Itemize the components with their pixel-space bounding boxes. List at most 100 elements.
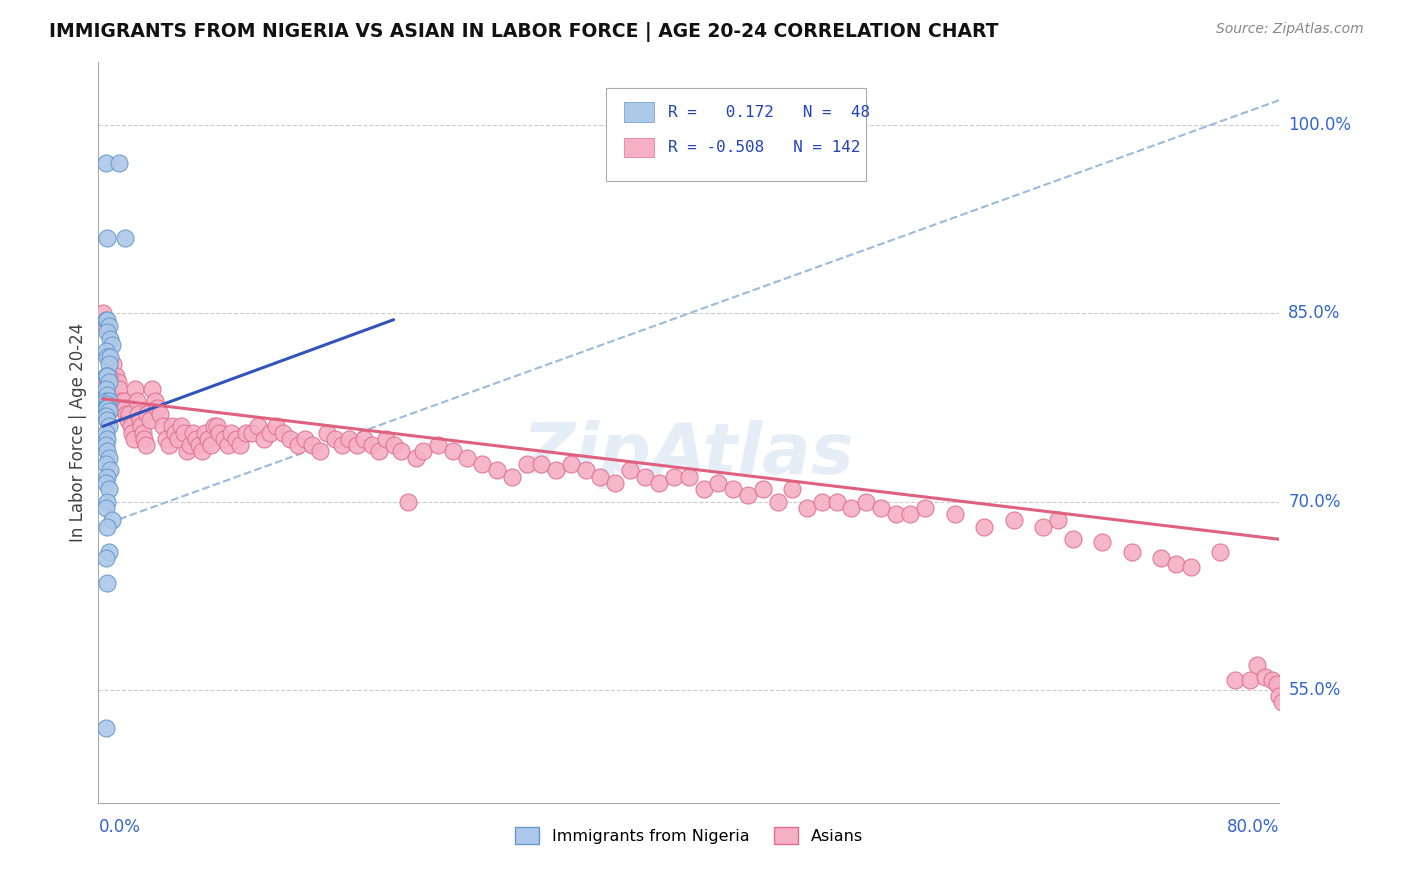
- Point: [782, 482, 804, 496]
- Text: 80.0%: 80.0%: [1227, 818, 1279, 836]
- Point: [108, 156, 131, 170]
- Point: [94, 318, 117, 333]
- Point: [723, 482, 745, 496]
- Text: IMMIGRANTS FROM NIGERIA VS ASIAN IN LABOR FORCE | AGE 20-24 CORRELATION CHART: IMMIGRANTS FROM NIGERIA VS ASIAN IN LABO…: [49, 22, 998, 42]
- Point: [125, 394, 148, 409]
- Point: [546, 463, 568, 477]
- Point: [619, 463, 641, 477]
- Point: [294, 432, 316, 446]
- Point: [97, 351, 120, 365]
- Point: [118, 407, 141, 421]
- Point: [128, 413, 150, 427]
- Point: [441, 444, 464, 458]
- Point: [225, 432, 247, 446]
- Y-axis label: In Labor Force | Age 20-24: In Labor Force | Age 20-24: [69, 323, 87, 542]
- Point: [97, 357, 120, 371]
- Point: [217, 438, 239, 452]
- Point: [664, 469, 686, 483]
- Point: [94, 500, 117, 515]
- Point: [134, 432, 156, 446]
- Point: [235, 425, 257, 440]
- Point: [200, 438, 222, 452]
- Point: [97, 376, 120, 390]
- Point: [1265, 676, 1288, 690]
- Point: [94, 156, 117, 170]
- Point: [825, 494, 848, 508]
- Point: [1239, 673, 1261, 687]
- Point: [117, 413, 139, 427]
- Point: [707, 475, 730, 490]
- Point: [1062, 533, 1084, 547]
- Point: [96, 388, 118, 402]
- Point: [914, 500, 936, 515]
- Point: [648, 475, 671, 490]
- Point: [114, 231, 136, 245]
- Point: [1271, 695, 1294, 709]
- Point: [97, 376, 120, 390]
- Point: [98, 388, 121, 402]
- Point: [97, 394, 120, 409]
- Point: [97, 450, 120, 465]
- Point: [766, 494, 789, 508]
- Point: [796, 500, 818, 515]
- Point: [486, 463, 509, 477]
- FancyBboxPatch shape: [624, 103, 654, 121]
- Point: [139, 413, 162, 427]
- Point: [501, 469, 523, 483]
- Point: [100, 338, 122, 352]
- Text: 0.0%: 0.0%: [98, 818, 141, 836]
- Point: [96, 444, 118, 458]
- Point: [170, 419, 193, 434]
- Point: [124, 382, 146, 396]
- Point: [339, 432, 361, 446]
- Text: 100.0%: 100.0%: [1288, 116, 1351, 134]
- Point: [309, 444, 332, 458]
- Point: [110, 394, 132, 409]
- Point: [96, 520, 118, 534]
- Point: [94, 382, 117, 396]
- Point: [94, 457, 117, 471]
- Point: [97, 419, 120, 434]
- Point: [94, 344, 117, 359]
- Point: [560, 457, 582, 471]
- Text: ZipAtlas: ZipAtlas: [523, 420, 855, 490]
- Point: [97, 369, 120, 384]
- Point: [360, 438, 382, 452]
- Point: [94, 438, 117, 452]
- Point: [96, 401, 118, 415]
- Point: [943, 507, 966, 521]
- Point: [316, 425, 339, 440]
- Point: [112, 394, 135, 409]
- Point: [146, 401, 169, 415]
- Point: [197, 432, 219, 446]
- Text: 70.0%: 70.0%: [1288, 492, 1341, 510]
- Point: [530, 457, 553, 471]
- Point: [810, 494, 832, 508]
- Point: [122, 432, 145, 446]
- Point: [94, 409, 117, 424]
- Point: [1254, 670, 1277, 684]
- Point: [97, 545, 120, 559]
- Point: [97, 404, 120, 418]
- Point: [96, 397, 118, 411]
- Point: [103, 357, 125, 371]
- Point: [280, 432, 302, 446]
- Point: [471, 457, 494, 471]
- Point: [187, 438, 209, 452]
- Point: [152, 419, 174, 434]
- Point: [412, 444, 434, 458]
- Point: [121, 425, 143, 440]
- Point: [1261, 673, 1284, 687]
- Point: [165, 425, 187, 440]
- Point: [149, 407, 172, 421]
- Point: [111, 401, 134, 415]
- Point: [375, 432, 398, 446]
- Point: [870, 500, 893, 515]
- Text: 85.0%: 85.0%: [1288, 304, 1341, 322]
- Point: [94, 401, 117, 415]
- Point: [301, 438, 323, 452]
- Point: [96, 432, 118, 446]
- Point: [1046, 513, 1070, 527]
- Point: [271, 425, 294, 440]
- Point: [202, 419, 225, 434]
